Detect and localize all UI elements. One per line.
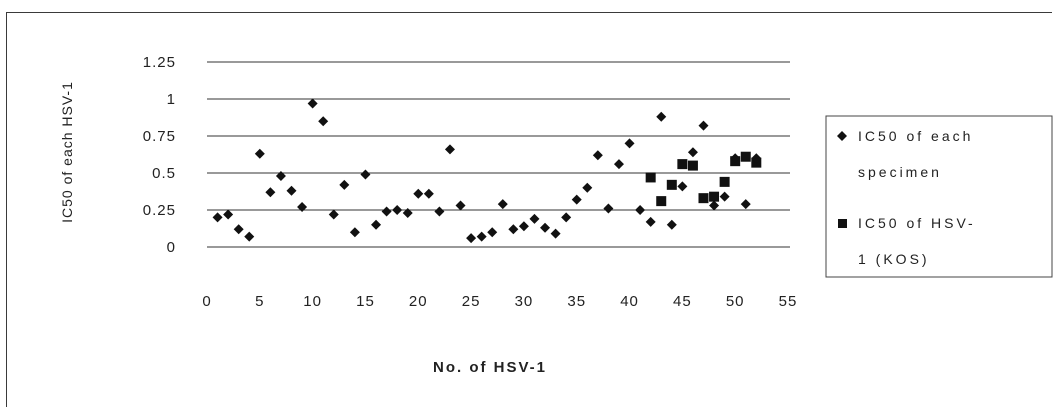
specimen-point bbox=[381, 206, 392, 217]
y-tick-label: 0.5 bbox=[152, 165, 176, 182]
legend-box bbox=[825, 115, 1053, 278]
specimen-point bbox=[233, 224, 244, 235]
specimen-point bbox=[487, 227, 498, 238]
y-tick-label: 0.25 bbox=[143, 202, 176, 219]
x-tick-label: 5 bbox=[255, 293, 264, 310]
y-tick-label: 0.75 bbox=[143, 128, 176, 145]
specimen-point bbox=[434, 206, 445, 217]
legend-diamond-icon bbox=[837, 131, 847, 141]
legend-item-kos-line2: 1 (KOS) bbox=[858, 251, 930, 267]
specimen-point bbox=[466, 233, 477, 244]
y-tick-label: 1.25 bbox=[143, 54, 176, 71]
specimen-point bbox=[444, 144, 455, 155]
specimen-point bbox=[751, 153, 762, 164]
data-points bbox=[212, 98, 762, 244]
specimen-point bbox=[339, 179, 350, 190]
x-tick-label: 30 bbox=[515, 293, 534, 310]
x-tick-label: 45 bbox=[673, 293, 692, 310]
x-tick-label: 0 bbox=[202, 293, 211, 310]
kos-point bbox=[645, 172, 656, 183]
specimen-point bbox=[265, 187, 276, 198]
specimen-point bbox=[666, 219, 677, 230]
x-axis-ticks: 0 5 10 15 20 25 30 35 40 45 50 55 bbox=[202, 293, 798, 310]
kos-point bbox=[698, 193, 709, 204]
specimen-point bbox=[318, 116, 329, 127]
legend-item-specimen-line2: specimen bbox=[858, 164, 942, 180]
kos-point bbox=[666, 179, 677, 190]
x-tick-label: 10 bbox=[303, 293, 322, 310]
specimen-point bbox=[497, 199, 508, 210]
specimen-point bbox=[223, 209, 234, 220]
specimen-point bbox=[402, 207, 413, 218]
specimen-point bbox=[540, 222, 551, 233]
legend-item-kos-line1: IC50 of HSV- bbox=[858, 215, 976, 231]
specimen-point bbox=[244, 231, 255, 242]
specimen-point bbox=[455, 200, 466, 211]
specimen-point bbox=[254, 148, 265, 159]
specimen-point bbox=[719, 191, 730, 202]
x-tick-label: 15 bbox=[356, 293, 375, 310]
x-tick-label: 40 bbox=[620, 293, 639, 310]
x-tick-label: 25 bbox=[462, 293, 481, 310]
legend-square-icon bbox=[838, 219, 847, 228]
kos-point bbox=[719, 176, 730, 187]
y-tick-label: 0 bbox=[167, 239, 176, 256]
x-tick-label: 50 bbox=[726, 293, 745, 310]
legend-item-specimen-line1: IC50 of each bbox=[858, 128, 973, 144]
specimen-point bbox=[603, 203, 614, 214]
y-axis-ticks: 0 0.25 0.5 0.75 1 1.25 bbox=[143, 54, 176, 256]
specimen-point bbox=[413, 188, 424, 199]
specimen-point bbox=[349, 227, 360, 238]
specimen-point bbox=[371, 219, 382, 230]
grid-lines bbox=[207, 61, 790, 248]
specimen-point bbox=[582, 182, 593, 193]
specimen-point bbox=[307, 98, 318, 109]
specimen-point bbox=[212, 212, 223, 223]
specimen-point bbox=[518, 221, 529, 232]
specimen-point bbox=[275, 170, 286, 181]
specimen-point bbox=[360, 169, 371, 180]
x-tick-label: 20 bbox=[409, 293, 428, 310]
specimen-point bbox=[624, 138, 635, 149]
y-tick-label: 1 bbox=[167, 91, 176, 108]
specimen-point bbox=[508, 224, 519, 235]
specimen-point bbox=[476, 231, 487, 242]
specimen-point bbox=[677, 181, 688, 192]
specimen-point bbox=[635, 205, 646, 215]
kos-point bbox=[677, 159, 688, 170]
specimen-point bbox=[698, 120, 709, 131]
specimen-point bbox=[645, 216, 656, 227]
specimen-point bbox=[613, 159, 624, 170]
specimen-point bbox=[592, 150, 603, 161]
specimen-point bbox=[529, 213, 540, 224]
specimen-point bbox=[656, 111, 667, 122]
specimen-point bbox=[571, 194, 582, 205]
legend: IC50 of each specimen IC50 of HSV- 1 (KO… bbox=[825, 115, 1053, 278]
specimen-point bbox=[297, 202, 308, 213]
kos-point bbox=[656, 196, 667, 207]
x-axis-title: No. of HSV-1 bbox=[433, 359, 547, 376]
y-axis-title: IC50 of each HSV-1 bbox=[59, 81, 75, 223]
specimen-point bbox=[550, 228, 561, 239]
kos-point bbox=[709, 191, 720, 202]
specimen-point bbox=[740, 199, 751, 210]
specimen-point bbox=[687, 147, 698, 158]
specimen-point bbox=[392, 205, 403, 215]
chart-frame bbox=[6, 12, 1052, 407]
specimen-point bbox=[423, 188, 434, 199]
specimen-point bbox=[328, 209, 339, 220]
specimen-point bbox=[730, 153, 741, 164]
specimen-point bbox=[709, 200, 720, 211]
x-tick-label: 35 bbox=[567, 293, 586, 310]
kos-point bbox=[687, 160, 698, 171]
specimen-point bbox=[561, 212, 572, 223]
kos-point bbox=[740, 151, 751, 162]
specimen-point bbox=[286, 185, 297, 196]
x-tick-label: 55 bbox=[779, 293, 798, 310]
